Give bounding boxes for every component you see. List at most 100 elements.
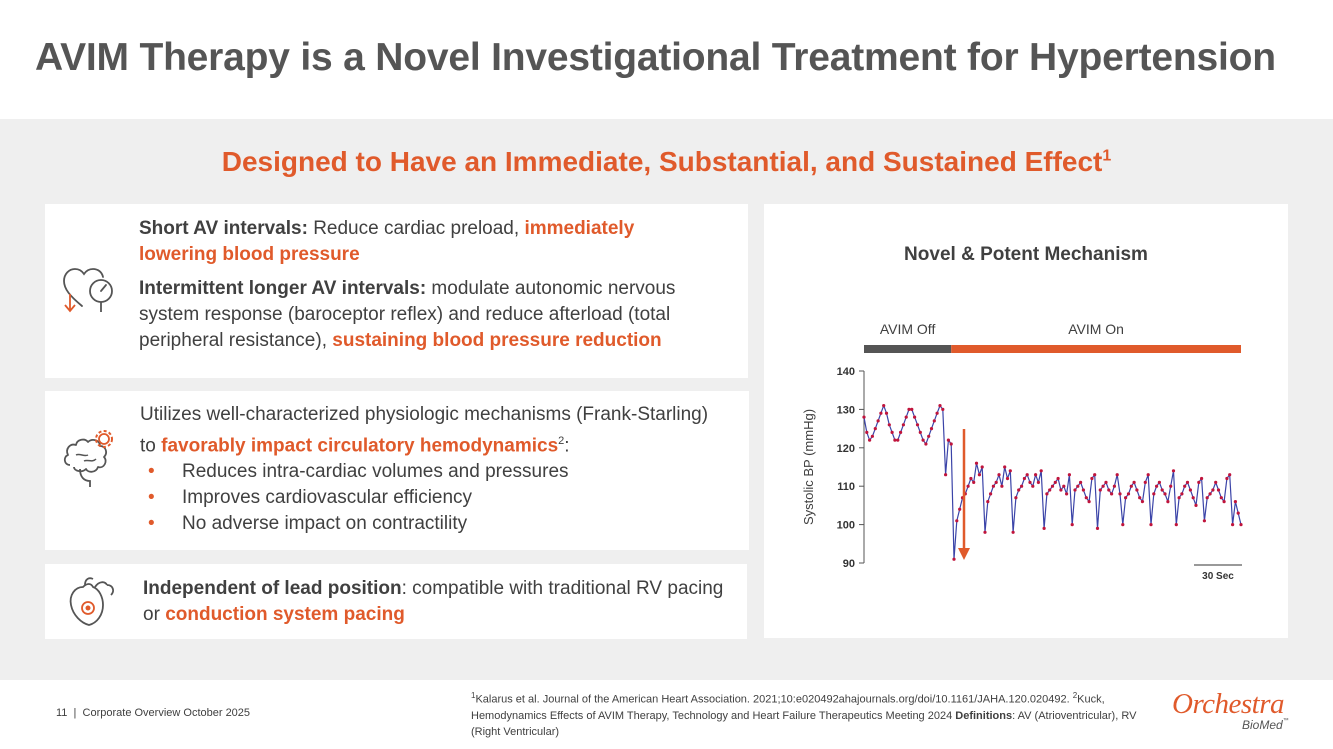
card1-paragraph-1: Short AV intervals: Reduce cardiac prelo… [139, 218, 635, 265]
data-point [1028, 480, 1032, 484]
data-point [924, 442, 928, 446]
data-point [955, 519, 959, 523]
data-point [1084, 496, 1088, 500]
data-point [1208, 492, 1212, 496]
data-point [868, 438, 872, 442]
data-point [1163, 492, 1167, 496]
data-point [1056, 476, 1060, 481]
data-point [994, 480, 998, 484]
data-point [974, 461, 979, 465]
data-point [876, 419, 880, 423]
data-point [1011, 530, 1015, 534]
data-point [1214, 480, 1218, 484]
phase-bar-off [864, 345, 952, 353]
data-point [870, 434, 874, 438]
data-point [977, 473, 981, 477]
data-point [1062, 484, 1066, 488]
y-tick-label-90: 90 [843, 558, 855, 570]
data-point [989, 492, 993, 496]
data-point [907, 407, 911, 411]
data-point [1152, 492, 1156, 496]
section-subtitle: Designed to Have an Immediate, Substanti… [221, 146, 1112, 177]
data-point [938, 404, 942, 408]
data-point [884, 411, 889, 415]
bullet-item: No adverse impact on contractility [140, 511, 748, 537]
data-point [1228, 473, 1232, 477]
logo-main-text: Orchestra [1172, 688, 1285, 720]
chart-card: Novel & Potent Mechanism AVIM Off AVIM On… [764, 204, 1288, 638]
data-point [1200, 476, 1204, 481]
card-av-intervals: Short AV intervals: Reduce cardiac prelo… [45, 204, 748, 378]
data-point [918, 430, 922, 434]
data-point [1169, 484, 1173, 488]
bp-trace-line [863, 403, 1242, 560]
data-point [927, 434, 931, 438]
data-point [890, 430, 894, 434]
data-point [1222, 500, 1226, 504]
data-point [1020, 484, 1024, 488]
y-axis-label: Systolic BP (mmHg) [801, 409, 816, 525]
data-point [986, 500, 990, 504]
footer-label: Corporate Overview October 2025 [82, 707, 251, 719]
data-point [1157, 480, 1161, 484]
data-point [1059, 488, 1063, 492]
y-tick-label-140: 140 [837, 366, 855, 378]
data-point [929, 427, 934, 431]
company-logo: Orchestra BioMed™ [1168, 688, 1298, 736]
data-point [949, 442, 953, 446]
logo-sub-text: BioMed™ [1242, 718, 1289, 732]
data-point [887, 423, 891, 427]
data-point [1174, 523, 1178, 527]
phase-label-off: AVIM Off [880, 321, 936, 337]
data-point [893, 438, 897, 442]
data-point [1115, 473, 1119, 477]
page-number: 11 [56, 707, 68, 719]
card1-paragraph-2: Intermittent longer AV intervals: modula… [139, 278, 676, 351]
data-point [1140, 500, 1145, 504]
data-point [1090, 476, 1094, 481]
drop-arrow-head [958, 548, 970, 560]
data-point [1126, 492, 1131, 496]
data-point [1076, 484, 1080, 488]
data-point [1065, 492, 1069, 496]
data-point [873, 427, 877, 431]
card2-line-1: Utilizes well-characterized physiologic … [140, 404, 709, 425]
card-lead-position: Independent of lead position: compatible… [45, 564, 747, 639]
bullet-item: Improves cardiovascular efficiency [140, 485, 748, 511]
card-physiologic: Utilizes well-characterized physiologic … [45, 391, 749, 550]
data-point [980, 465, 984, 469]
data-point [1053, 480, 1057, 484]
y-tick-label-120: 120 [837, 443, 855, 455]
y-tick-label-130: 130 [837, 404, 855, 416]
footnote: 1Kalarus et al. Journal of the American … [471, 691, 1137, 738]
data-point [1050, 484, 1055, 488]
card2-text: Utilizes well-characterized physiologic … [140, 402, 748, 537]
data-point [946, 438, 950, 442]
data-point [1070, 523, 1074, 527]
data-point [972, 480, 976, 484]
data-point [1177, 496, 1181, 500]
data-point [1003, 465, 1007, 469]
data-point [910, 407, 914, 411]
page-title: AVIM Therapy is a Novel Investigational … [35, 36, 1276, 79]
data-point [969, 476, 973, 481]
bullet-item: Reduces intra-cardiac volumes and pressu… [140, 459, 748, 485]
phase-bar-on [951, 345, 1241, 353]
data-point [1129, 484, 1133, 488]
data-point [1191, 496, 1195, 500]
bp-chart: AVIM Off AVIM On 90 100 110 120 130 140 Systoli… [801, 321, 1243, 582]
card1-text: Short AV intervals: Reduce cardiac prelo… [139, 216, 739, 354]
data-point [865, 430, 869, 434]
data-point [1034, 473, 1038, 477]
data-point [1155, 484, 1159, 488]
data-point [1098, 488, 1102, 492]
data-point [1216, 488, 1221, 492]
data-point [1211, 488, 1215, 492]
data-point [1171, 469, 1176, 473]
data-point [904, 415, 908, 419]
data-point [1138, 496, 1142, 500]
data-point [1236, 511, 1240, 515]
data-point [932, 419, 936, 423]
data-point [952, 557, 956, 561]
data-point [1185, 480, 1190, 484]
